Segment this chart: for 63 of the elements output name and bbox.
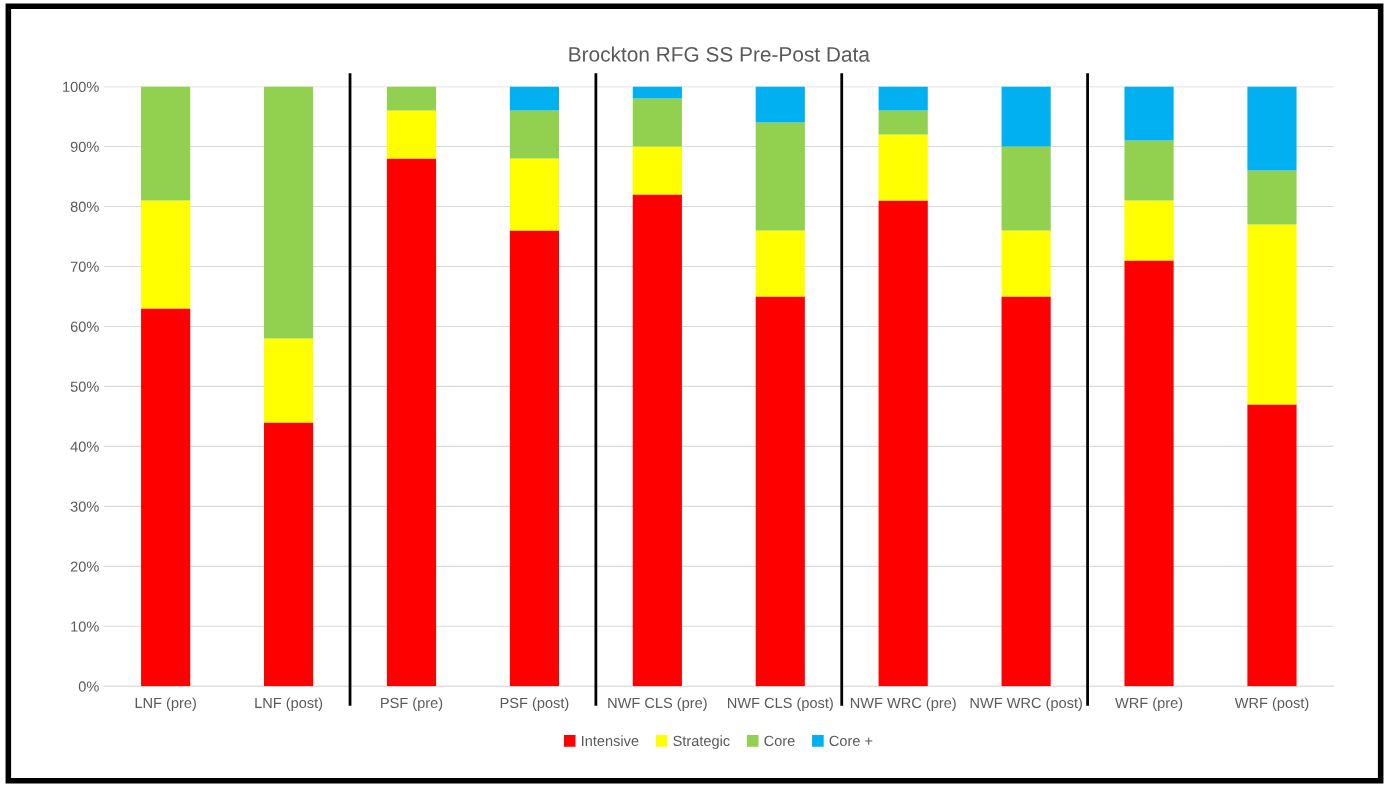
bar: [1124, 86, 1174, 141]
bar: [1124, 140, 1174, 201]
bar: [755, 122, 805, 231]
legend-label: Strategic: [673, 735, 730, 749]
bar: [386, 86, 437, 111]
y-tick-label: 30%: [70, 501, 99, 512]
y-tick-label: 80%: [70, 201, 99, 212]
x-tick-label: WRF (pre): [1115, 697, 1183, 711]
x-tick-label: NWF WRC (post): [970, 697, 1082, 711]
bar: [1124, 200, 1174, 261]
bar: [632, 146, 682, 195]
bar: [386, 110, 437, 159]
y-tick-label: 0%: [78, 681, 99, 692]
bar: [1247, 86, 1297, 171]
x-tick-label: PSF (pre): [381, 697, 443, 711]
x-tick-label: LNF (post): [255, 697, 323, 711]
bar: [1247, 224, 1297, 405]
bar: [878, 110, 928, 135]
bar: [263, 338, 314, 423]
bar: [141, 308, 191, 687]
y-tick-label: 70%: [70, 261, 99, 272]
x-tick-label: LNF (pre): [135, 697, 196, 711]
bar: [509, 86, 559, 111]
bar: [386, 158, 437, 687]
x-tick-label: WRF (post): [1234, 697, 1309, 711]
bar: [632, 86, 682, 99]
bar: [878, 134, 928, 201]
legend-label: Core +: [829, 735, 873, 747]
bar: [1124, 260, 1174, 687]
bar: [878, 86, 928, 111]
legend-label: Intensive: [582, 735, 639, 747]
bar: [509, 158, 559, 231]
y-tick-label: 10%: [71, 621, 99, 632]
bar: [1247, 170, 1297, 225]
x-tick-label: NWF CLS (pre): [608, 697, 707, 711]
bar: [509, 230, 559, 687]
bar: [755, 230, 805, 297]
x-tick-label: NWF CLS (post): [727, 697, 833, 711]
bar: [263, 86, 314, 339]
bar: [878, 200, 928, 687]
bar: [1247, 404, 1297, 687]
y-tick-label: 20%: [70, 561, 99, 572]
chart-title: Brockton RFG SS Pre-Post Data: [569, 46, 870, 62]
y-tick-label: 90%: [70, 141, 99, 152]
bar: [141, 200, 191, 309]
y-tick-label: 100%: [63, 81, 99, 92]
y-tick-label: 60%: [70, 321, 99, 332]
y-tick-label: 40%: [70, 441, 99, 452]
bar: [263, 422, 314, 687]
bar: [632, 98, 682, 147]
bar: [755, 86, 805, 123]
bar: [141, 86, 191, 201]
bar: [1001, 230, 1051, 297]
legend-label: Core: [764, 735, 795, 747]
x-tick-label: PSF (post): [500, 697, 569, 711]
bar: [1001, 86, 1051, 147]
bar: [632, 194, 682, 687]
y-tick-label: 50%: [70, 381, 99, 392]
x-tick-label: NWF WRC (pre): [850, 697, 956, 711]
bar: [1001, 146, 1051, 231]
bar: [755, 296, 805, 687]
bar: [509, 110, 559, 159]
bar: [1001, 296, 1051, 687]
